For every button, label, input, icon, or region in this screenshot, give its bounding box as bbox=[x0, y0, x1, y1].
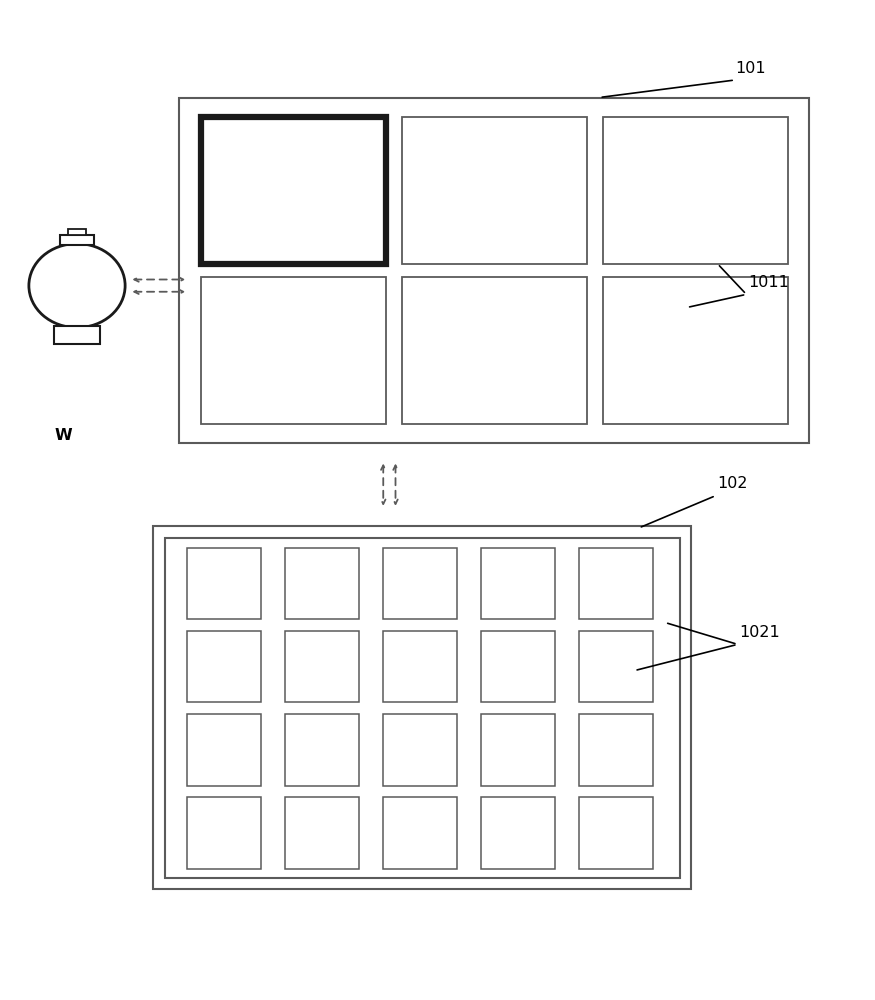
Text: 1021: 1021 bbox=[739, 625, 780, 640]
Text: 1011: 1011 bbox=[748, 275, 789, 290]
Bar bbox=[153, 526, 691, 889]
Bar bbox=[382, 797, 458, 869]
Text: W: W bbox=[54, 428, 72, 443]
Bar bbox=[480, 797, 556, 869]
Bar bbox=[603, 117, 788, 264]
Bar bbox=[578, 548, 654, 619]
Bar bbox=[284, 714, 360, 786]
Bar bbox=[200, 117, 386, 264]
Bar bbox=[284, 631, 360, 702]
Bar bbox=[164, 538, 680, 878]
Bar bbox=[186, 797, 262, 869]
Bar bbox=[402, 117, 587, 264]
Bar bbox=[382, 548, 458, 619]
Bar bbox=[382, 714, 458, 786]
Text: 101: 101 bbox=[735, 61, 766, 76]
Bar bbox=[578, 631, 654, 702]
Bar bbox=[382, 631, 458, 702]
Text: 102: 102 bbox=[718, 476, 748, 491]
Bar bbox=[186, 714, 262, 786]
Bar bbox=[402, 277, 587, 424]
Bar bbox=[480, 631, 556, 702]
Bar bbox=[186, 548, 262, 619]
Bar bbox=[284, 797, 360, 869]
Bar bbox=[60, 235, 94, 245]
Bar bbox=[54, 326, 100, 344]
Bar bbox=[179, 98, 809, 443]
Bar bbox=[200, 277, 386, 424]
Bar bbox=[578, 797, 654, 869]
Bar bbox=[603, 277, 788, 424]
Bar bbox=[67, 229, 87, 235]
Bar bbox=[284, 548, 360, 619]
Bar bbox=[186, 631, 262, 702]
Bar bbox=[578, 714, 654, 786]
Bar bbox=[480, 548, 556, 619]
Ellipse shape bbox=[29, 244, 125, 328]
Bar bbox=[480, 714, 556, 786]
